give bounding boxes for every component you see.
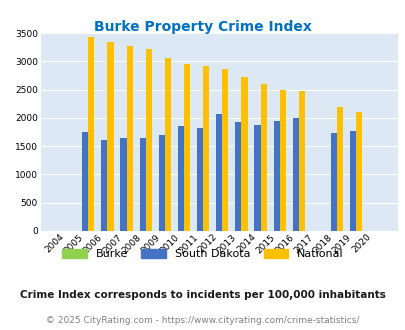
Legend: Burke, South Dakota, National: Burke, South Dakota, National: [58, 244, 347, 263]
Text: Crime Index corresponds to incidents per 100,000 inhabitants: Crime Index corresponds to incidents per…: [20, 290, 385, 300]
Bar: [164, 58, 171, 231]
Bar: [279, 90, 285, 231]
Bar: [337, 107, 343, 231]
Bar: [235, 122, 241, 231]
Bar: [183, 64, 190, 231]
Bar: [330, 133, 337, 231]
Bar: [350, 131, 356, 231]
Bar: [298, 91, 304, 231]
Text: © 2025 CityRating.com - https://www.cityrating.com/crime-statistics/: © 2025 CityRating.com - https://www.city…: [46, 315, 359, 325]
Bar: [158, 135, 164, 231]
Bar: [107, 42, 113, 231]
Bar: [202, 66, 209, 231]
Bar: [273, 121, 279, 231]
Bar: [177, 126, 183, 231]
Bar: [356, 112, 362, 231]
Bar: [260, 84, 266, 231]
Bar: [82, 132, 88, 231]
Bar: [126, 46, 132, 231]
Bar: [139, 138, 145, 231]
Bar: [145, 50, 151, 231]
Bar: [292, 118, 298, 231]
Bar: [254, 125, 260, 231]
Text: Burke Property Crime Index: Burke Property Crime Index: [94, 20, 311, 34]
Bar: [241, 77, 247, 231]
Bar: [120, 138, 126, 231]
Bar: [215, 115, 222, 231]
Bar: [88, 37, 94, 231]
Bar: [222, 69, 228, 231]
Bar: [196, 128, 202, 231]
Bar: [101, 140, 107, 231]
